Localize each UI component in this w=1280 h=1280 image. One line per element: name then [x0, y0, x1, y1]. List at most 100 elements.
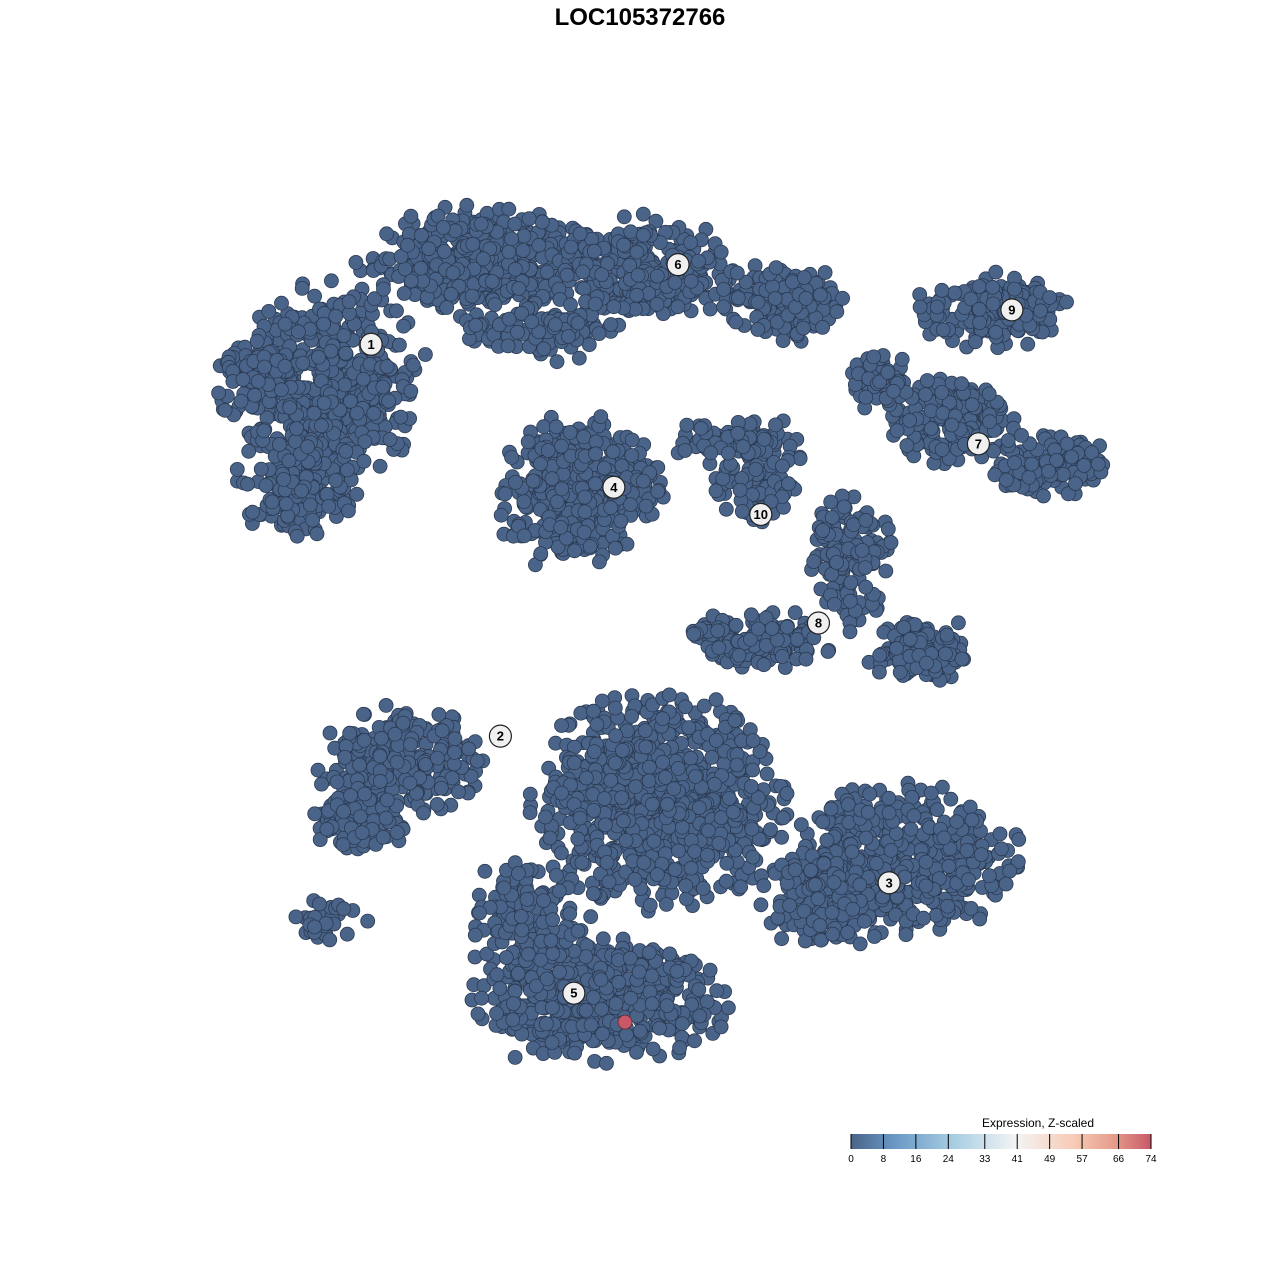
cell-point: [554, 845, 569, 861]
cell-point: [403, 737, 418, 752]
cell-point: [1033, 303, 1048, 319]
cell-point: [730, 290, 746, 306]
cell-point: [289, 421, 305, 437]
cell-point: [354, 825, 370, 840]
cell-point: [566, 755, 582, 771]
cell-point: [516, 528, 532, 544]
cell-point: [306, 405, 322, 421]
cell-point: [713, 244, 729, 260]
cell-point: [934, 442, 950, 458]
cell-point: [1055, 466, 1071, 482]
cell-point: [693, 420, 709, 436]
cell-point: [294, 280, 310, 296]
cell-point: [281, 453, 297, 469]
cell-point: [1000, 433, 1016, 448]
cell-point: [536, 341, 552, 357]
cell-point: [245, 504, 261, 520]
cell-point: [339, 926, 355, 942]
cell-point: [614, 790, 629, 805]
cell-point: [290, 324, 306, 340]
cell-point: [336, 328, 352, 344]
cell-point: [615, 743, 630, 758]
cell-point: [667, 275, 683, 290]
cell-point: [396, 286, 412, 301]
cell-point: [367, 291, 382, 307]
cell-point: [217, 402, 233, 418]
cell-point: [436, 244, 452, 259]
cell-point: [375, 829, 391, 845]
cell-point: [719, 855, 735, 871]
cell-point: [464, 288, 480, 304]
cell-point: [402, 775, 418, 791]
cell-point: [598, 817, 613, 833]
cell-point: [586, 703, 601, 719]
cell-point: [417, 347, 433, 362]
cell-point: [433, 780, 449, 796]
cell-point: [954, 651, 970, 667]
cell-point: [667, 862, 683, 877]
cell-point: [599, 855, 615, 870]
cell-point: [307, 288, 323, 304]
cell-point: [1036, 488, 1051, 504]
cell-point: [322, 725, 338, 741]
cell-point: [274, 295, 289, 311]
cell-point: [597, 791, 612, 806]
cell-point: [521, 211, 537, 227]
cell-point: [373, 730, 389, 746]
cell-point: [708, 692, 724, 708]
cell-point: [603, 500, 619, 516]
cell-point: [727, 713, 743, 728]
cell-point: [508, 261, 523, 277]
cell-point: [335, 837, 351, 853]
cell-point: [309, 526, 325, 542]
cell-point: [554, 438, 569, 454]
cell-point: [507, 216, 523, 232]
cell-point: [929, 299, 945, 315]
cell-point: [587, 296, 603, 312]
cell-point: [743, 779, 759, 794]
cell-point: [642, 759, 657, 775]
cell-point: [403, 208, 419, 224]
cell-point: [1076, 458, 1092, 473]
cell-point: [725, 804, 741, 820]
cell-point: [679, 417, 695, 433]
cell-point: [233, 393, 249, 409]
cell-point: [348, 254, 364, 270]
cell-point: [730, 425, 746, 441]
cell-point: [763, 822, 778, 837]
cell-point: [1059, 436, 1075, 452]
cell-point: [302, 497, 318, 513]
cell-point: [889, 640, 904, 656]
cell-point: [846, 517, 861, 533]
cell-point: [781, 476, 796, 492]
cell-point: [276, 471, 292, 487]
cell-point: [728, 314, 744, 330]
cell-point: [745, 733, 761, 748]
cell-point: [376, 281, 391, 297]
cell-point: [894, 351, 910, 367]
cell-point: [501, 244, 517, 260]
cell-point: [588, 476, 603, 492]
cell-point: [827, 597, 842, 612]
cell-point: [1007, 455, 1022, 471]
cell-point: [504, 231, 520, 247]
cell-point: [366, 405, 382, 421]
cell-point: [858, 513, 874, 528]
cell-point: [305, 512, 321, 528]
cell-point: [603, 317, 619, 332]
cell-point: [635, 206, 651, 222]
cell-point: [630, 267, 646, 283]
cell-point: [372, 773, 388, 789]
cell-point: [316, 316, 332, 332]
cell-point: [493, 507, 509, 523]
cell-point: [273, 382, 289, 398]
cell-point: [300, 439, 316, 455]
cell-point: [678, 699, 693, 715]
cell-point: [451, 784, 466, 800]
cell-point: [500, 338, 516, 354]
cell-point: [439, 300, 455, 315]
cell-point: [918, 387, 933, 402]
cell-point: [854, 543, 870, 558]
cell-point: [375, 379, 391, 395]
cell-point: [469, 753, 485, 769]
